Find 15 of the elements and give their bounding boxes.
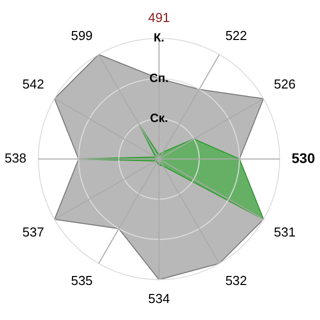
spoke-label: 542 — [22, 76, 44, 92]
y-tick-label: К. — [154, 30, 164, 45]
spoke-label: 530 — [292, 150, 316, 166]
spoke-label: 537 — [22, 224, 44, 240]
spoke-label: 491 — [148, 10, 170, 26]
spoke-label: 538 — [4, 150, 26, 166]
spoke-label: 531 — [274, 224, 296, 240]
spoke-label: 526 — [274, 76, 296, 92]
y-tick-label: Ск. — [150, 111, 168, 126]
spoke-label: 535 — [70, 273, 93, 288]
spoke-label: 532 — [225, 273, 248, 288]
y-tick-label: Сп. — [149, 70, 169, 85]
spoke-label: 522 — [225, 28, 248, 43]
spoke-label: 599 — [70, 28, 93, 43]
spoke-label: 534 — [148, 291, 170, 306]
